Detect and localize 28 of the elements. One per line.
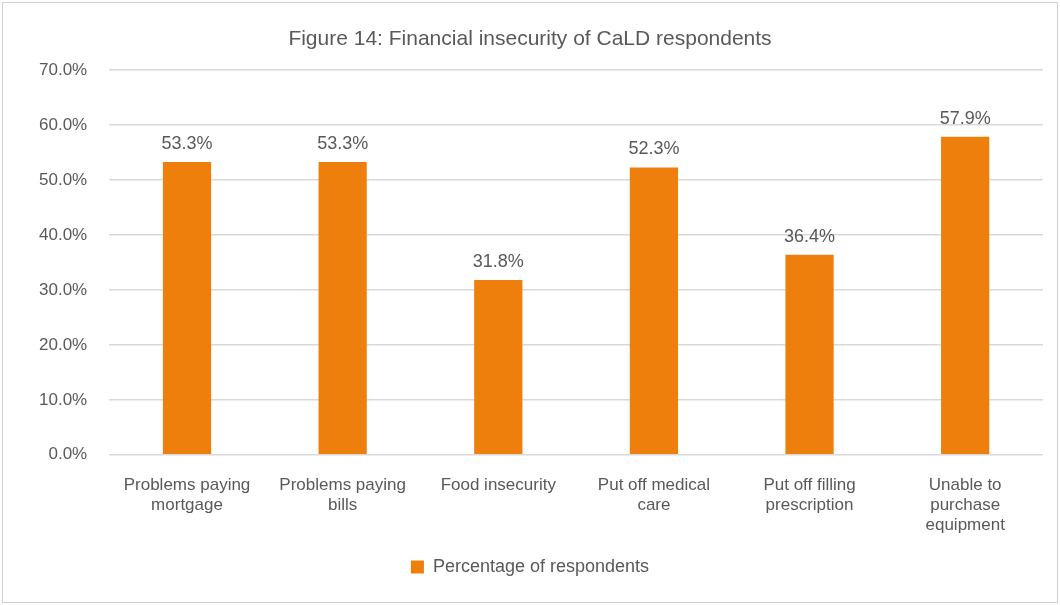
y-tick-label: 10.0%	[39, 389, 88, 409]
y-tick-label: 70.0%	[39, 59, 88, 79]
y-tick-label: 0.0%	[48, 444, 88, 464]
data-label: 52.3%	[628, 138, 680, 159]
data-label: 36.4%	[784, 225, 836, 246]
bar	[162, 161, 212, 455]
x-tick-label: Unable to purchase equipment	[925, 474, 1006, 535]
y-tick-label: 40.0%	[39, 224, 88, 244]
x-tick-label: Problems paying bills	[279, 474, 406, 515]
y-tick-label: 50.0%	[39, 169, 88, 189]
data-label: 53.3%	[317, 132, 369, 153]
data-label: 31.8%	[472, 251, 524, 272]
bar	[474, 280, 523, 455]
x-tick-label: Problems paying mortgage	[123, 474, 251, 515]
bar	[318, 161, 367, 455]
bar	[785, 254, 834, 455]
x-tick-label: Food insecurity	[440, 474, 557, 494]
x-tick-label: Put off filling prescription	[763, 474, 856, 515]
data-label: 57.9%	[939, 107, 991, 128]
y-tick-label: 30.0%	[39, 279, 88, 299]
y-tick-label: 20.0%	[39, 334, 88, 354]
data-label: 53.3%	[161, 132, 213, 153]
legend-label: Percentage of respondents	[432, 555, 650, 576]
bar	[629, 167, 679, 455]
chart-title: Figure 14: Financial insecurity of CaLD respondents	[288, 26, 772, 50]
x-tick-label: Put off medical care	[597, 474, 710, 515]
y-tick-label: 60.0%	[39, 114, 88, 134]
bar	[941, 136, 990, 455]
